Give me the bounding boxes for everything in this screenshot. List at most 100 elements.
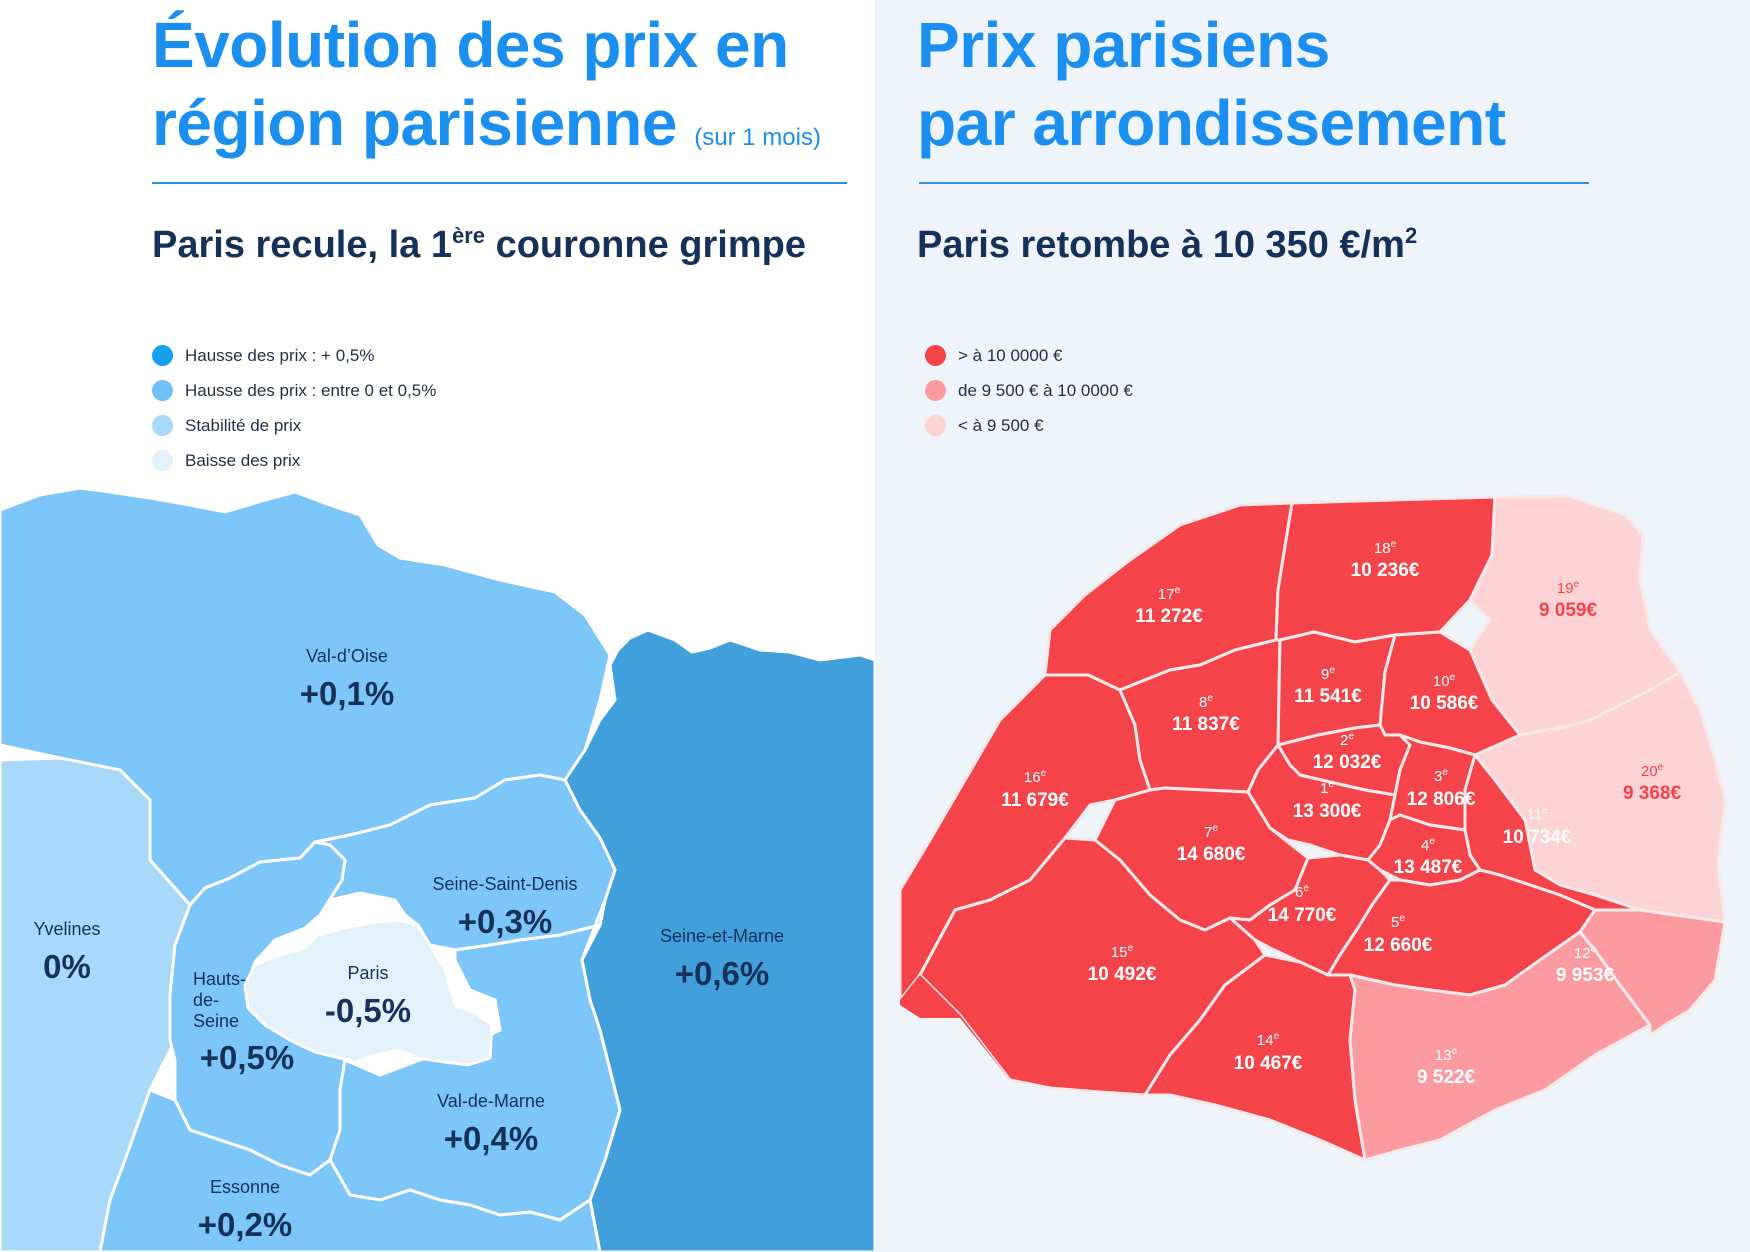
svg-text:9e: 9e bbox=[1321, 665, 1335, 683]
region-label-val-de-marne: Val-de-Marne +0,4% bbox=[437, 1091, 545, 1157]
svg-text:11 541€: 11 541€ bbox=[1294, 686, 1362, 707]
svg-text:12 660€: 12 660€ bbox=[1364, 935, 1433, 956]
arr-label-10: 10e 10 586€ bbox=[1410, 672, 1479, 714]
svg-text:11 679€: 11 679€ bbox=[1001, 790, 1069, 811]
svg-text:9 953€: 9 953€ bbox=[1556, 965, 1615, 986]
title-divider bbox=[152, 182, 847, 184]
svg-text:Yvelines: Yvelines bbox=[33, 919, 100, 939]
arr-label-5: 5e 12 660€ bbox=[1364, 913, 1433, 956]
region-label-seine-et-marne: Seine-et-Marne +0,6% bbox=[660, 926, 784, 992]
region-label-seine-saint-denis: Seine-Saint-Denis +0,3% bbox=[432, 874, 577, 940]
arr-label-13: 13e 9 522€ bbox=[1417, 1046, 1476, 1088]
arr-label-17: 17e 11 272€ bbox=[1135, 585, 1203, 627]
svg-text:17e: 17e bbox=[1158, 585, 1181, 603]
svg-text:12 032€: 12 032€ bbox=[1313, 752, 1382, 773]
svg-text:9 522€: 9 522€ bbox=[1417, 1067, 1476, 1088]
svg-text:11e: 11e bbox=[1526, 805, 1548, 823]
svg-text:13 487€: 13 487€ bbox=[1394, 857, 1463, 878]
svg-text:10 586€: 10 586€ bbox=[1410, 693, 1479, 714]
arr-label-9: 9e 11 541€ bbox=[1294, 665, 1362, 707]
arr-label-20: 20e 9 368€ bbox=[1623, 762, 1682, 804]
region-legend: Hausse des prix : + 0,5% Hausse des prix… bbox=[152, 338, 436, 478]
svg-text:16e: 16e bbox=[1024, 768, 1047, 786]
svg-text:Seine-et-Marne: Seine-et-Marne bbox=[660, 926, 784, 946]
svg-text:3e: 3e bbox=[1434, 767, 1448, 785]
legend-item: Baisse des prix bbox=[152, 443, 436, 478]
region-title: Évolution des prix en région parisienne (… bbox=[152, 9, 821, 159]
legend-swatch bbox=[152, 380, 173, 401]
legend-swatch bbox=[152, 415, 173, 436]
svg-text:1e: 1e bbox=[1320, 779, 1334, 797]
paris-legend: > à 10 0000 € de 9 500 € à 10 0000 € < à… bbox=[925, 338, 1133, 443]
svg-text:15e: 15e bbox=[1111, 943, 1134, 961]
legend-swatch bbox=[925, 380, 946, 401]
legend-item: Stabilité de prix bbox=[152, 408, 436, 443]
arr-label-7: 7e 14 680€ bbox=[1177, 823, 1246, 865]
svg-text:2e: 2e bbox=[1340, 731, 1354, 749]
svg-text:10 236€: 10 236€ bbox=[1351, 560, 1420, 581]
svg-text:12 806€: 12 806€ bbox=[1407, 789, 1476, 810]
svg-text:11 272€: 11 272€ bbox=[1135, 606, 1203, 627]
svg-text:9 368€: 9 368€ bbox=[1623, 783, 1682, 804]
arr-label-19: 19e 9 059€ bbox=[1539, 579, 1598, 621]
arr-label-4: 4e 13 487€ bbox=[1394, 836, 1463, 878]
arr-label-6: 6e 14 770€ bbox=[1268, 883, 1337, 926]
paris-map: 1e 13 300€ 2e 12 032€ 3e 12 806€ 4e 13 4… bbox=[898, 494, 1727, 1162]
legend-item: < à 9 500 € bbox=[925, 408, 1133, 443]
svg-text:14e: 14e bbox=[1257, 1031, 1280, 1049]
svg-text:10 734€: 10 734€ bbox=[1503, 827, 1572, 848]
svg-text:Val-de-Marne: Val-de-Marne bbox=[437, 1091, 545, 1111]
region-label-hauts-de-seine: Hauts- de- Seine +0,5% bbox=[193, 969, 294, 1076]
svg-text:11 837€: 11 837€ bbox=[1172, 714, 1240, 735]
arr-label-1: 1e 13 300€ bbox=[1293, 779, 1362, 822]
arr-shape-14 bbox=[1143, 953, 1367, 1162]
svg-text:4e: 4e bbox=[1421, 836, 1435, 854]
svg-text:+0,1%: +0,1% bbox=[300, 675, 395, 712]
svg-text:19e: 19e bbox=[1557, 579, 1580, 597]
legend-item: Hausse des prix : + 0,5% bbox=[152, 338, 436, 373]
arr-shape-13 bbox=[1348, 930, 1652, 1162]
svg-text:Essonne: Essonne bbox=[210, 1177, 280, 1197]
svg-text:0%: 0% bbox=[43, 948, 91, 985]
legend-swatch bbox=[152, 450, 173, 471]
svg-text:6e: 6e bbox=[1295, 883, 1309, 901]
arr-label-16: 16e 11 679€ bbox=[1001, 768, 1069, 811]
arr-shape-16-west bbox=[900, 890, 1010, 1080]
legend-item: > à 10 0000 € bbox=[925, 338, 1133, 373]
svg-text:13e: 13e bbox=[1435, 1046, 1458, 1064]
region-shape-paris bbox=[243, 918, 494, 1067]
period-note: (sur 1 mois) bbox=[694, 124, 821, 151]
svg-text:-0,5%: -0,5% bbox=[325, 992, 411, 1029]
svg-text:Paris: Paris bbox=[347, 963, 388, 983]
svg-text:5e: 5e bbox=[1391, 913, 1405, 931]
svg-text:+0,2%: +0,2% bbox=[198, 1206, 293, 1243]
region-label-yvelines: Yvelines 0% bbox=[33, 919, 100, 985]
region-label-paris: Paris -0,5% bbox=[325, 963, 411, 1029]
arr-label-3: 3e 12 806€ bbox=[1407, 767, 1476, 810]
svg-text:13 300€: 13 300€ bbox=[1293, 801, 1362, 822]
arr-shape-12 bbox=[1578, 908, 1727, 1037]
title-divider bbox=[919, 182, 1589, 184]
svg-text:18e: 18e bbox=[1374, 539, 1397, 557]
arr-label-8: 8e 11 837€ bbox=[1172, 693, 1240, 735]
legend-item: Hausse des prix : entre 0 et 0,5% bbox=[152, 373, 436, 408]
legend-item: de 9 500 € à 10 0000 € bbox=[925, 373, 1133, 408]
region-panel: Val-d’Oise +0,1% Yvelines 0% Seine-Saint… bbox=[0, 9, 875, 1252]
svg-text:12e: 12e bbox=[1574, 944, 1597, 962]
svg-text:+0,3%: +0,3% bbox=[458, 903, 553, 940]
svg-text:14 770€: 14 770€ bbox=[1268, 905, 1337, 926]
arr-label-12: 12e 9 953€ bbox=[1556, 944, 1615, 986]
region-subtitle: Paris recule, la 1ère couronne grimpe bbox=[152, 223, 806, 266]
arr-label-14: 14e 10 467€ bbox=[1234, 1031, 1303, 1074]
svg-text:20e: 20e bbox=[1641, 762, 1664, 780]
legend-swatch bbox=[925, 345, 946, 366]
paris-title: Prix parisiens par arrondissement bbox=[917, 9, 1506, 159]
arr-label-11: 11e 10 734€ bbox=[1503, 805, 1572, 848]
arr-label-2: 2e 12 032€ bbox=[1313, 731, 1382, 773]
svg-text:8e: 8e bbox=[1199, 693, 1213, 711]
svg-text:14 680€: 14 680€ bbox=[1177, 844, 1246, 865]
region-label-val-doise: Val-d’Oise +0,1% bbox=[300, 646, 395, 712]
legend-swatch bbox=[152, 345, 173, 366]
svg-text:de-: de- bbox=[193, 990, 219, 1010]
paris-panel: Prix parisiens par arrondissement Paris r… bbox=[875, 0, 1750, 1252]
